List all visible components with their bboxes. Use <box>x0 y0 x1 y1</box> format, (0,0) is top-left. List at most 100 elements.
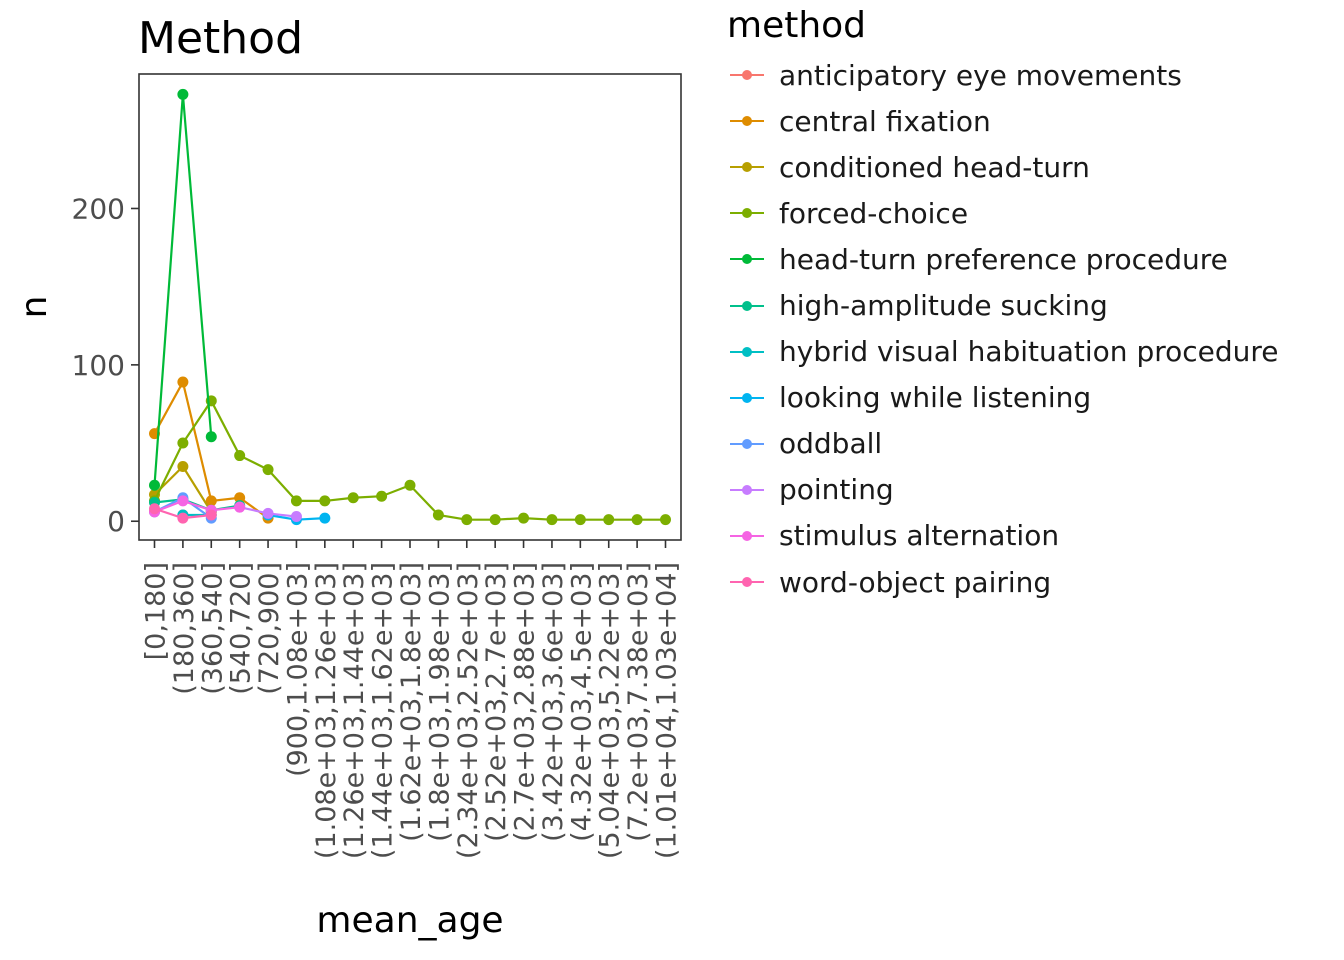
x-tick-label: (5.04e+03,5.22e+03] <box>595 562 626 859</box>
x-tick-label: (900,1.08e+03] <box>282 562 313 777</box>
x-tick-label: (2.7e+03,2.88e+03] <box>510 562 541 842</box>
legend-key <box>727 572 767 592</box>
legend-key <box>727 203 767 223</box>
legend-key <box>727 296 767 316</box>
legend-label: oddball <box>779 427 883 461</box>
y-axis: 0 100 200 <box>72 192 139 538</box>
legend-label: central fixation <box>779 104 991 138</box>
x-tick-label: (540,720] <box>226 562 257 695</box>
data-point <box>489 514 501 526</box>
data-point <box>177 376 189 388</box>
data-point <box>461 514 473 526</box>
series-group <box>149 503 217 524</box>
x-tick-label: (4.32e+03,4.5e+03] <box>566 562 597 842</box>
data-point <box>631 514 643 526</box>
legend-item: looking while listening <box>727 375 1279 421</box>
data-point <box>205 431 217 443</box>
x-tick-label: (7.2e+03,7.38e+03] <box>623 562 654 842</box>
legend-label: high-amplitude sucking <box>779 289 1108 323</box>
data-point <box>347 492 359 504</box>
x-tick-label: (1.44e+03,1.62e+03] <box>368 562 399 859</box>
legend-item: central fixation <box>727 98 1279 144</box>
legend-label: hybrid visual habituation procedure <box>779 335 1279 369</box>
data-point <box>234 501 246 513</box>
data-point <box>177 88 189 100</box>
legend-key <box>727 249 767 269</box>
chart-title: Method <box>138 13 303 64</box>
legend-key <box>727 65 767 85</box>
x-tick-label: (1.08e+03,1.26e+03] <box>311 562 342 859</box>
series-group <box>149 88 217 491</box>
data-point <box>404 479 416 491</box>
data-point <box>319 512 331 524</box>
legend-item: pointing <box>727 467 1279 513</box>
data-point <box>177 495 189 507</box>
x-tick-label: (720,900] <box>254 562 285 695</box>
x-tick-label: (1.01e+04,1.03e+04] <box>652 562 683 859</box>
x-tick-label: (1.8e+03,1.98e+03] <box>424 562 455 842</box>
legend-key <box>727 526 767 546</box>
legend-items: anticipatory eye movements central fixati… <box>727 52 1279 605</box>
x-tick-label: (2.52e+03,2.7e+03] <box>481 562 512 842</box>
legend-label: head-turn preference procedure <box>779 242 1228 276</box>
legend-key <box>727 342 767 362</box>
x-axis: [0,180](180,360](360,540](540,720](720,9… <box>141 540 683 859</box>
x-tick-label: (1.26e+03,1.44e+03] <box>339 562 370 859</box>
series-line <box>154 499 240 513</box>
x-tick-label: (360,540] <box>197 562 228 695</box>
legend-label: conditioned head-turn <box>779 150 1090 184</box>
legend-label: stimulus alternation <box>779 519 1060 553</box>
legend-item: stimulus alternation <box>727 513 1279 559</box>
legend-item: head-turn preference procedure <box>727 236 1279 282</box>
y-tick-label: 200 <box>72 192 125 225</box>
data-point <box>603 514 615 526</box>
data-point <box>518 512 530 524</box>
data-point <box>149 503 160 515</box>
data-point <box>205 509 217 521</box>
legend: method anticipatory eye movements central… <box>727 4 1279 605</box>
data-point <box>319 495 331 507</box>
legend-label: word-object pairing <box>779 565 1052 599</box>
data-point <box>234 492 246 504</box>
legend-label: pointing <box>779 473 894 507</box>
legend-item: forced-choice <box>727 190 1279 236</box>
legend-item: high-amplitude sucking <box>727 282 1279 328</box>
legend-item: anticipatory eye movements <box>727 52 1279 98</box>
y-tick-label: 100 <box>72 349 125 382</box>
plot-panel-border <box>138 73 682 541</box>
legend-key <box>727 157 767 177</box>
data-point <box>574 514 586 526</box>
y-axis-title: n <box>14 296 55 319</box>
legend-label: forced-choice <box>779 196 969 230</box>
data-point <box>432 509 444 521</box>
series-line <box>153 398 666 521</box>
data-point <box>177 512 189 524</box>
x-tick-label: (2.34e+03,2.52e+03] <box>453 562 484 859</box>
x-tick-label: (1.62e+03,1.8e+03] <box>396 562 427 842</box>
legend-key <box>727 480 767 500</box>
data-point <box>234 450 246 462</box>
legend-item: hybrid visual habituation procedure <box>727 329 1279 375</box>
legend-label: looking while listening <box>779 381 1092 415</box>
data-point <box>262 507 274 519</box>
data-point <box>205 495 217 507</box>
legend-item: word-object pairing <box>727 559 1279 605</box>
data-point <box>290 495 302 507</box>
data-point <box>177 437 189 449</box>
x-tick-label: (180,360] <box>169 562 200 695</box>
data-point <box>290 511 302 523</box>
legend-key <box>727 111 767 131</box>
legend-item: conditioned head-turn <box>727 144 1279 190</box>
data-point <box>177 461 189 473</box>
legend-key <box>727 434 767 454</box>
legend-item: oddball <box>727 421 1279 467</box>
legend-key <box>727 388 767 408</box>
data-point <box>660 514 671 526</box>
data-point <box>262 464 274 476</box>
series-line <box>153 94 213 486</box>
data-point <box>376 490 388 502</box>
x-tick-label: (3.42e+03,3.6e+03] <box>538 562 569 842</box>
series-group <box>149 395 671 526</box>
y-tick-label: 0 <box>107 505 125 538</box>
